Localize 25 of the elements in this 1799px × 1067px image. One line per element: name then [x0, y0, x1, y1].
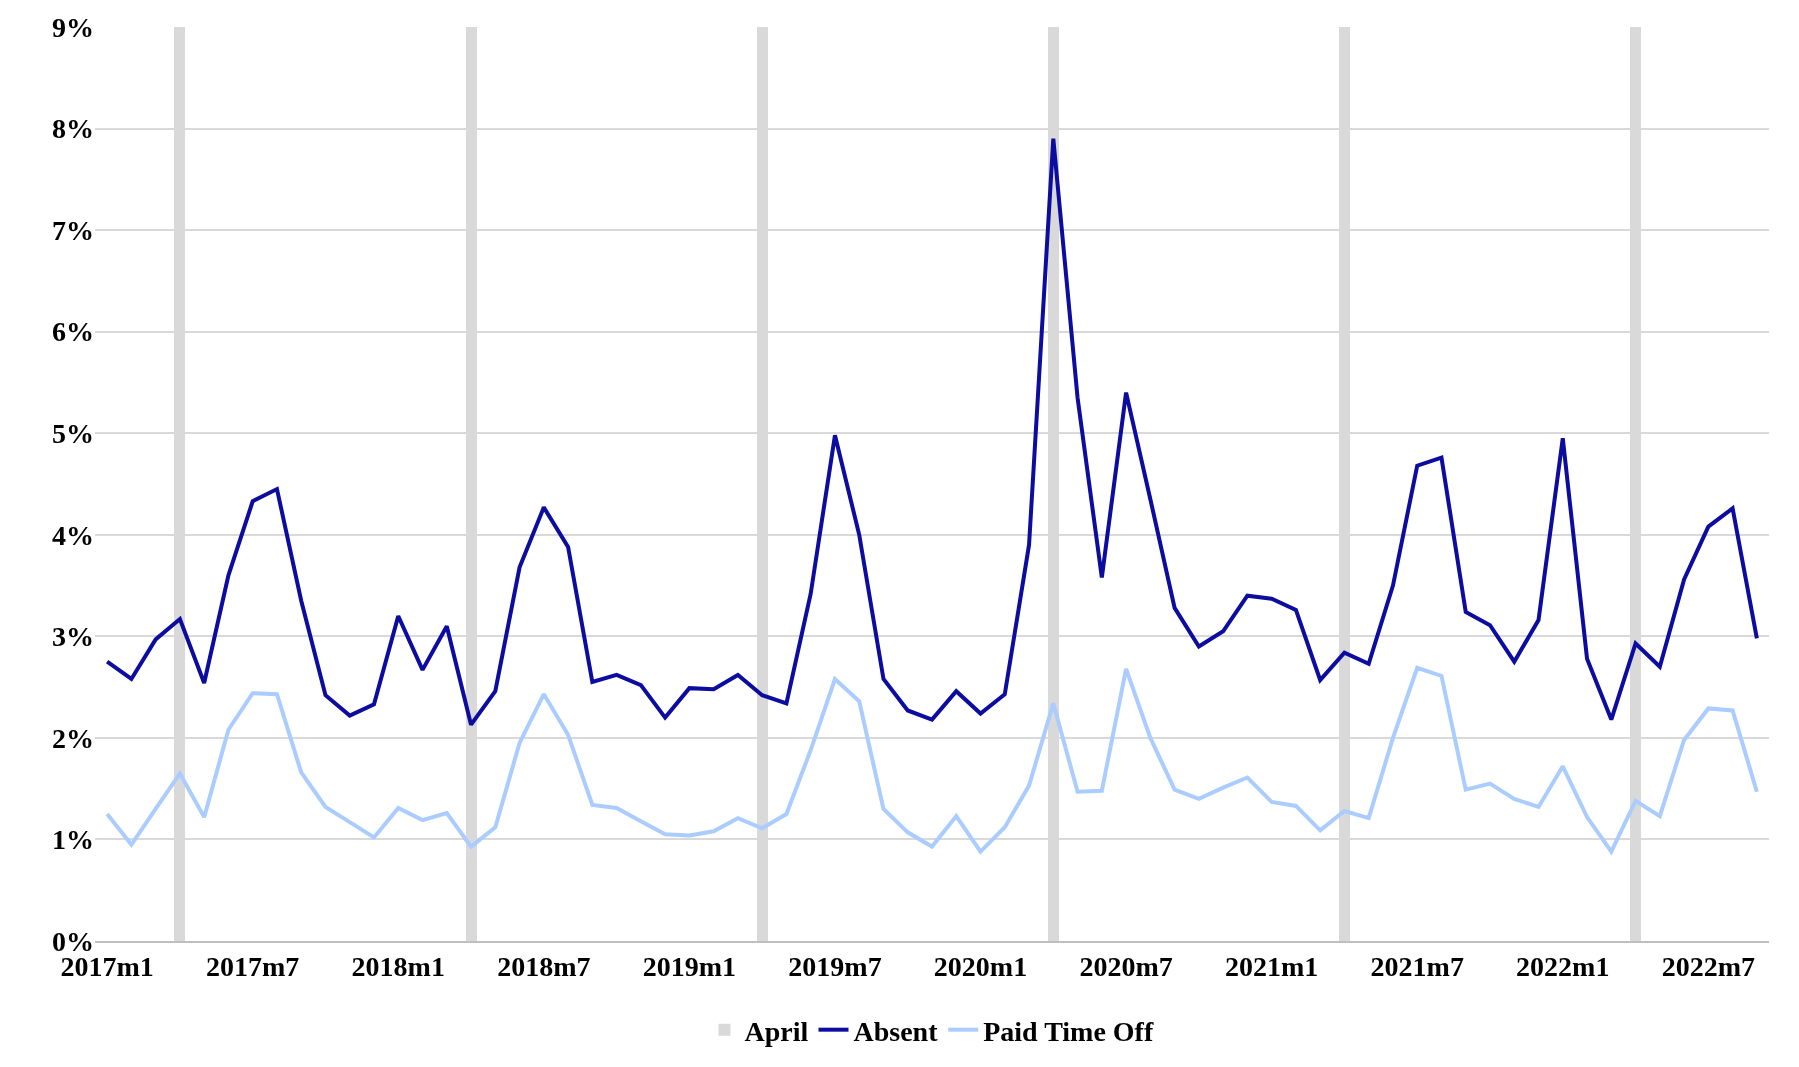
x-tick-label: 2019m7 [788, 951, 882, 983]
x-tick-label: 2020m1 [933, 951, 1028, 983]
y-tick-label: 6% [52, 316, 94, 348]
legend-label: April [744, 1015, 809, 1047]
x-tick-label: 2022m7 [1661, 951, 1756, 983]
y-tick-label: 9% [52, 11, 94, 43]
line-series [105, 665, 1759, 854]
y-tick-label: 2% [52, 722, 94, 754]
x-tick-label: 2021m7 [1370, 951, 1464, 983]
legend-label: Paid Time Off [983, 1015, 1154, 1047]
x-tick-label: 2018m1 [351, 951, 445, 983]
y-tick-label: 7% [52, 214, 94, 246]
y-tick-label: 1% [52, 824, 94, 856]
x-tick-label: 2018m7 [497, 951, 591, 983]
y-tick-label: 4% [52, 519, 94, 551]
y-tick-label: 5% [52, 418, 94, 450]
y-tick-label: 3% [52, 621, 94, 653]
x-tick-label: 2017m7 [206, 951, 300, 983]
y-tick-label: 8% [52, 113, 94, 145]
x-tick-label: 2022m1 [1516, 951, 1610, 983]
legend-label: Absent [853, 1015, 939, 1047]
x-tick-label: 2020m7 [1079, 951, 1173, 983]
x-tick-label: 2021m1 [1224, 951, 1319, 983]
x-tick-label: 2019m1 [642, 951, 737, 983]
line-series [105, 136, 1759, 727]
